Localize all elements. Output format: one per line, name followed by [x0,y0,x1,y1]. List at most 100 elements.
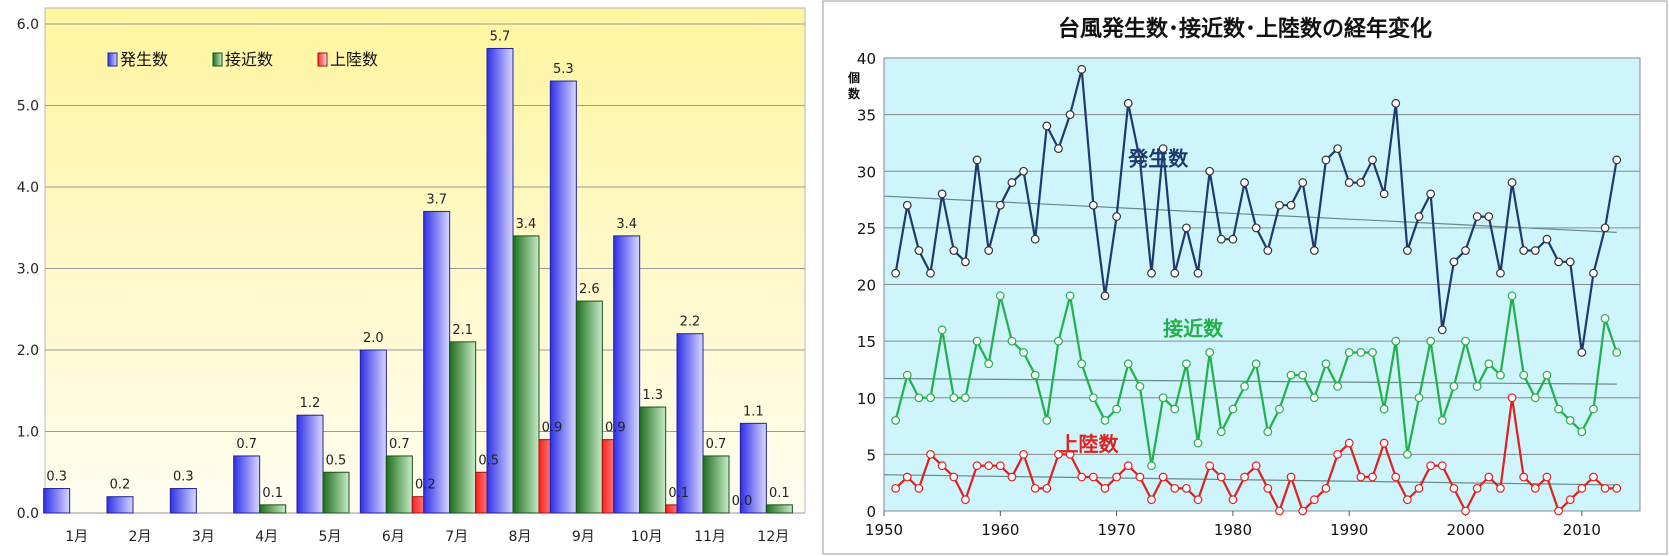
data-point [1379,404,1389,414]
x-tick-label: 8月 [509,529,532,545]
data-point [1263,427,1273,437]
data-point [1182,483,1191,493]
data-point [1414,393,1424,403]
data-point [1054,144,1063,154]
bar-発生数-2月 [106,496,134,514]
data-point [1123,461,1133,471]
data-label: 2.1 [452,323,473,338]
data-point [1170,483,1180,493]
data-point [1123,359,1133,369]
data-point [1135,382,1145,391]
x-tick-label: 4月 [255,529,278,545]
data-point [1449,382,1459,391]
x-tick-label: 7月 [445,529,468,545]
data-point [1612,483,1622,493]
data-point [1321,359,1331,369]
data-point [1496,370,1505,380]
bar-発生数-8月 [486,47,514,514]
y-tick-label: 5.0 [17,99,39,115]
data-point [1402,495,1412,505]
data-point [914,393,924,403]
bar-接近数-11月 [702,455,730,514]
data-point [1240,382,1249,391]
data-point [1123,98,1133,108]
data-point [1542,234,1552,244]
data-point [1344,178,1354,187]
data-point [1507,178,1517,187]
data-point [995,291,1005,301]
bar-接近数-6月 [385,455,413,514]
data-point [1077,359,1087,369]
data-point [1019,449,1028,459]
bar-発生数-7月 [423,210,451,514]
data-point [1437,416,1447,425]
legend-swatch [212,52,223,67]
bar-接近数-9月 [575,300,603,514]
data-point [1251,359,1261,369]
data-point [1077,64,1087,74]
data-point [1565,416,1575,425]
data-point [1286,200,1296,210]
data-point [1402,246,1412,255]
bar-発生数-6月 [359,349,387,514]
data-point [1216,234,1226,244]
data-point [926,268,935,278]
data-point [1565,495,1575,505]
data-point [1112,212,1122,221]
data-point [1228,495,1238,505]
data-point [1426,189,1436,199]
data-point [1298,370,1308,380]
data-label: 0.1 [668,486,689,501]
bar-発生数-3月 [169,488,197,514]
data-point [1542,472,1552,482]
data-point [1135,155,1145,165]
data-point [1368,155,1377,165]
data-point [1088,200,1098,210]
data-point [972,155,982,165]
data-label: 0.7 [236,437,257,452]
data-point [1158,393,1168,403]
data-label: 3.7 [426,192,447,207]
data-point [1275,506,1284,516]
data-point [1019,166,1028,176]
y-tick-label: 4.0 [17,180,39,196]
data-point [1042,483,1052,493]
data-point [1205,166,1215,176]
data-point [1426,336,1436,346]
bar-発生数-5月 [296,414,324,514]
y-tick-label: 40 [857,50,876,68]
data-point [1100,416,1110,425]
data-point [1519,370,1529,380]
data-point [891,268,901,278]
data-point [1507,291,1517,301]
data-point [1554,506,1563,516]
data-point [961,257,970,267]
y-tick-label: 0.0 [17,506,39,522]
data-point [1379,189,1389,199]
y-tick-label: 10 [857,390,876,408]
data-point [902,200,912,210]
data-point [1286,370,1296,380]
data-point [914,483,924,493]
data-point [1356,178,1366,187]
data-label: 1.2 [300,396,321,411]
data-point [1170,268,1180,278]
data-point [1158,144,1168,154]
data-point [1577,427,1587,437]
trend-line-発生数 [883,195,1617,234]
data-point [1193,495,1203,505]
data-label: 0.3 [46,470,67,485]
data-point [1333,382,1342,391]
data-label: 2.0 [363,331,384,346]
monthly-bar-chart: 0.0 1.0 2.0 3.0 4.0 5.0 6.0 0.3 0.2 0.3 0.7 0.1 1.2… [17,7,806,545]
data-point [1065,291,1075,301]
data-point [1147,495,1156,505]
bar-接近数-12月 [765,504,793,514]
x-tick-label: 2000 [1446,521,1484,539]
y-axis-label-line1: 個 [847,70,860,85]
data-label: 0.3 [173,470,194,485]
data-point [914,246,924,255]
data-point [1321,483,1331,493]
data-point [1589,268,1598,278]
data-point [1356,472,1366,482]
